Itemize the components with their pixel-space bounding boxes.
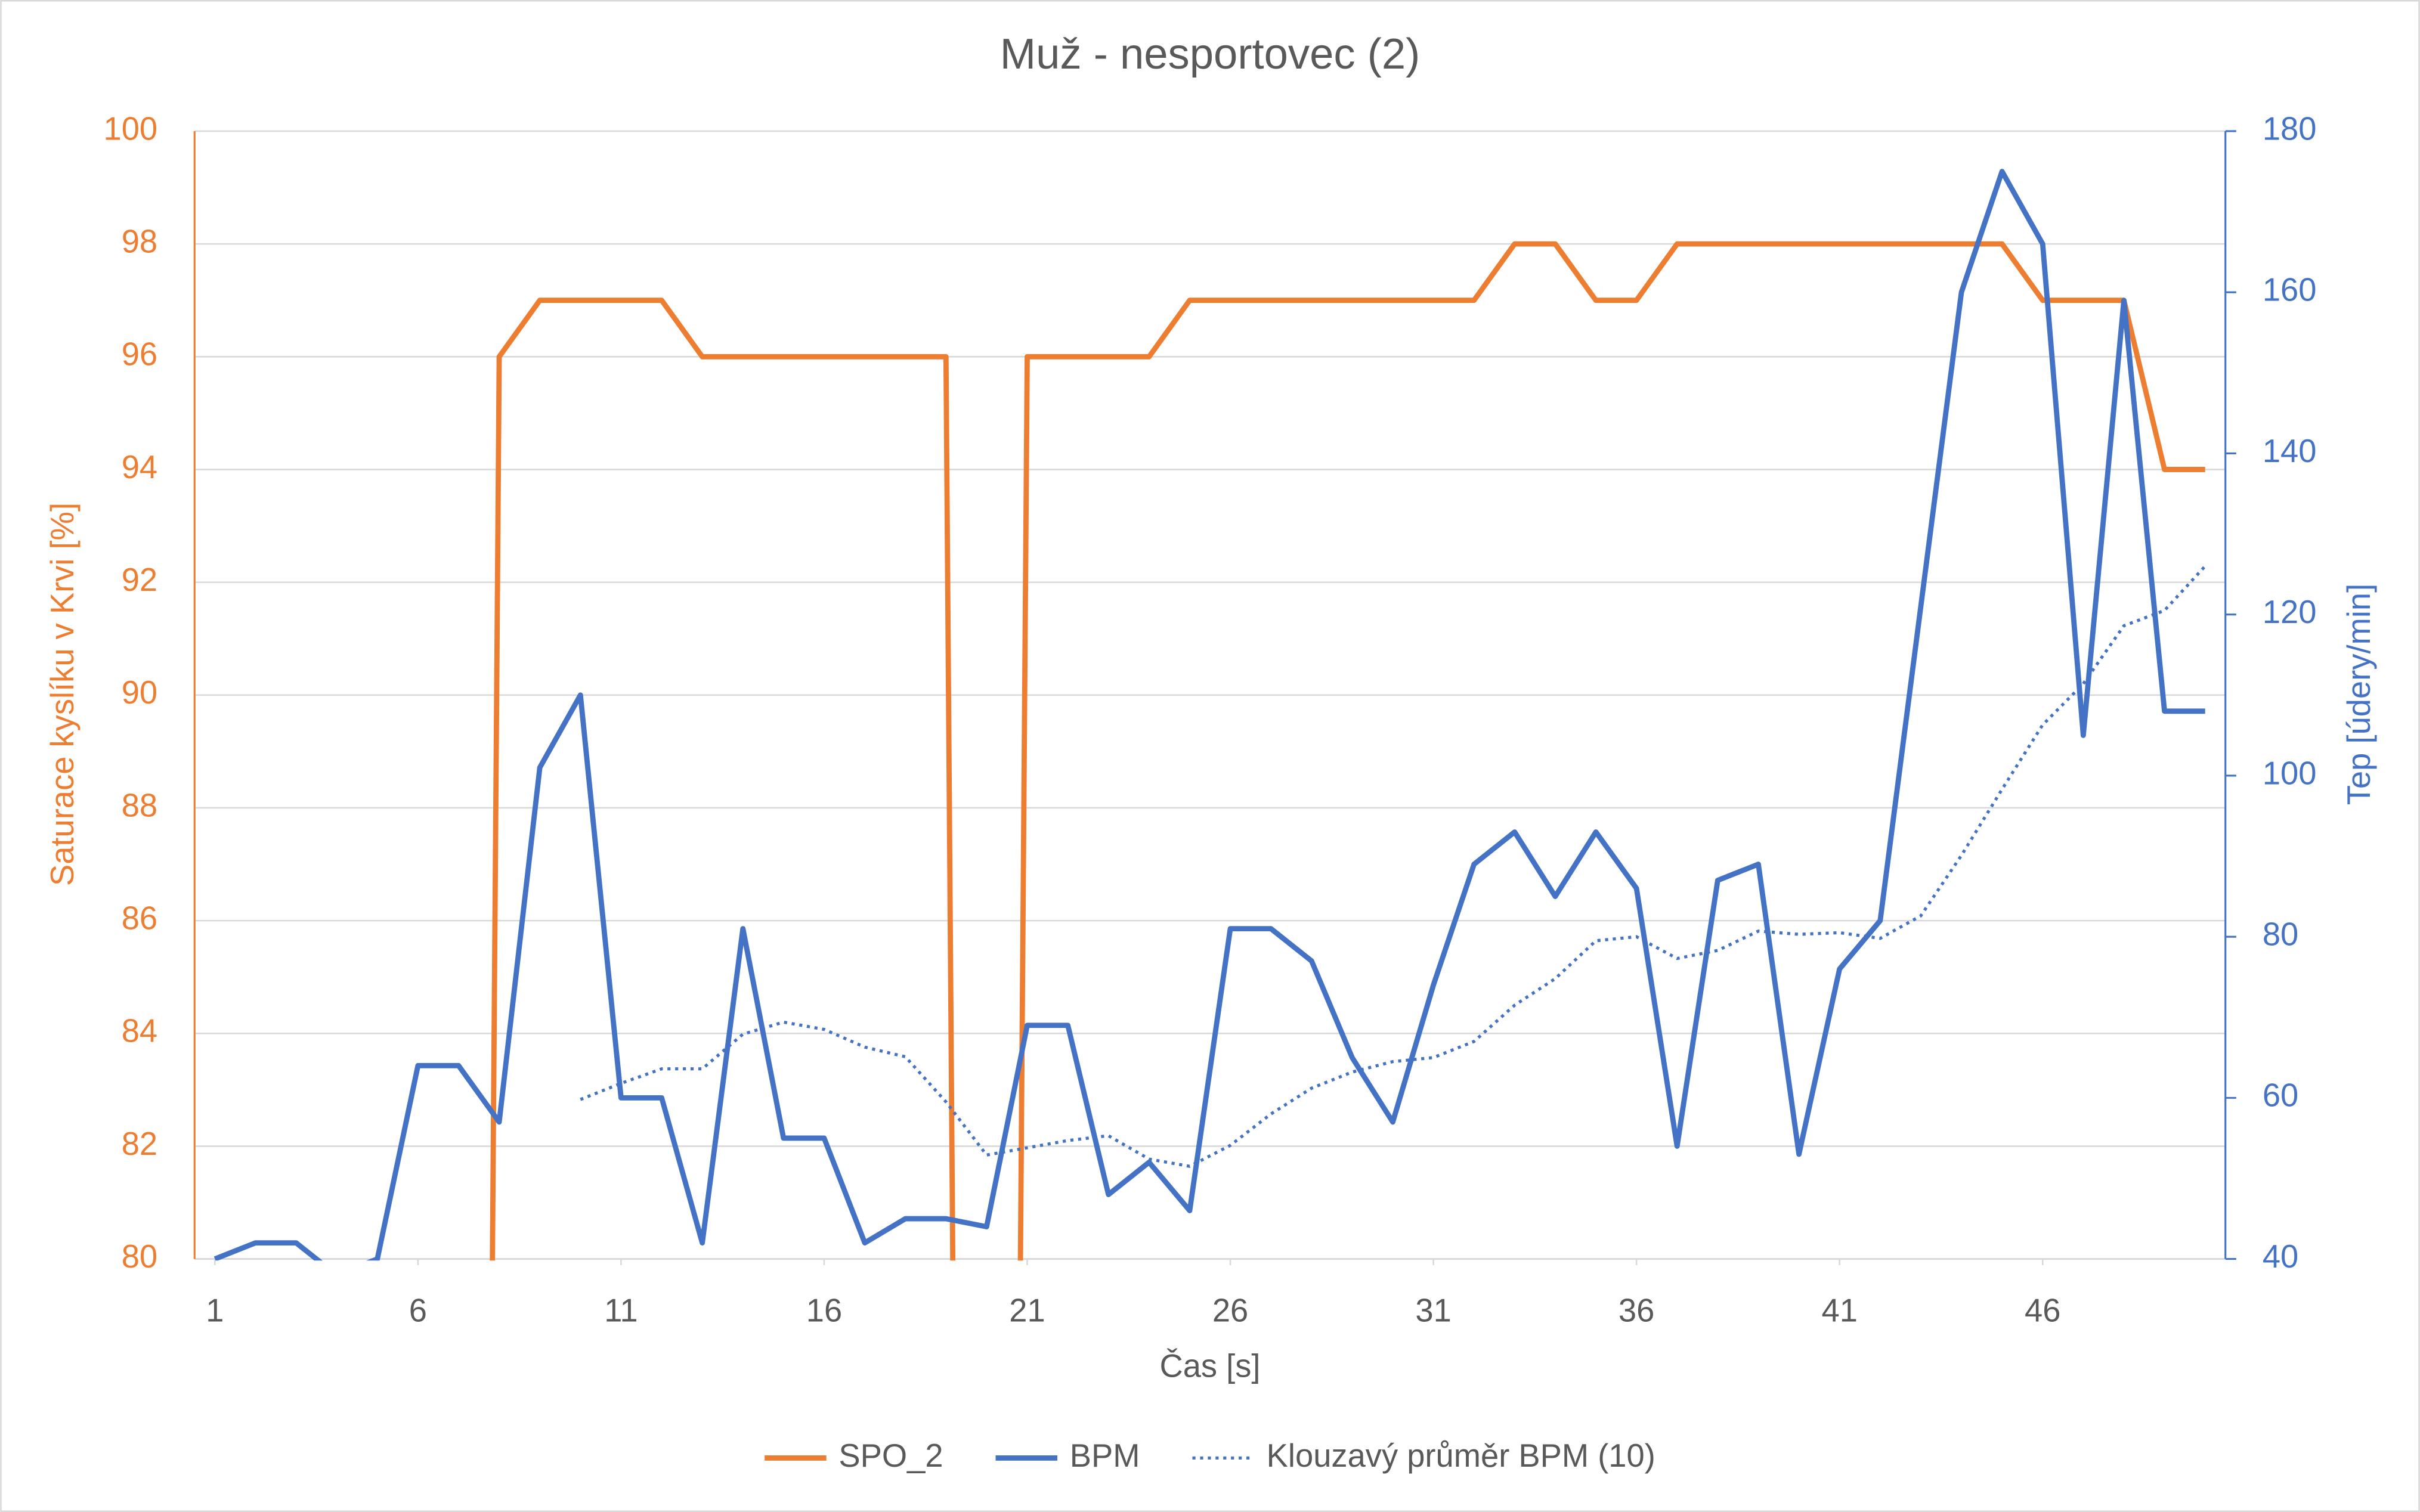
y-tick-label: 98	[122, 223, 157, 259]
x-tick-label: 11	[604, 1293, 638, 1329]
y-tick-label: 90	[122, 674, 157, 711]
y-tick-label: 96	[122, 336, 157, 373]
x-axis-title: Čas [s]	[1159, 1348, 1260, 1384]
legend-label: BPM	[1070, 1437, 1140, 1474]
y2-tick-label: 60	[2263, 1077, 2298, 1114]
x-tick-label: 26	[1212, 1293, 1248, 1329]
x-tick-label: 46	[2025, 1293, 2060, 1329]
y-tick-label: 100	[103, 110, 157, 147]
y2-tick-label: 140	[2263, 433, 2317, 469]
series-line	[490, 241, 2205, 1261]
legend-label: SPO_2	[838, 1437, 943, 1474]
y-tick-label: 86	[122, 900, 157, 936]
y-tick-label: 80	[122, 1238, 157, 1275]
y-tick-label: 88	[122, 787, 157, 823]
y2-tick-label: 160	[2263, 272, 2317, 308]
y2-tick-label: 120	[2263, 594, 2317, 630]
x-tick-label: 16	[806, 1293, 842, 1329]
x-tick-label: 6	[409, 1293, 427, 1329]
x-tick-label: 31	[1415, 1293, 1451, 1329]
y2-tick-label: 40	[2263, 1238, 2298, 1275]
y2-tick-label: 100	[2263, 755, 2317, 791]
series-line	[580, 565, 2207, 1168]
x-tick-label: 1	[206, 1293, 224, 1329]
legend-label: Klouzavý průměr BPM (10)	[1267, 1437, 1655, 1474]
series-line	[213, 169, 2205, 1261]
y-axis-title: Saturace kyslíku v Krvi [%]	[44, 503, 81, 886]
chart-title: Muž - nesportovec (2)	[1000, 30, 1421, 78]
y-tick-label: 92	[122, 562, 157, 598]
x-tick-label: 41	[1821, 1293, 1857, 1329]
y2-tick-label: 80	[2263, 916, 2298, 952]
y-tick-label: 82	[122, 1126, 157, 1162]
y2-axis-title: Tep [údery/min]	[2341, 584, 2377, 805]
x-tick-label: 36	[1619, 1293, 1654, 1329]
y-tick-label: 94	[122, 449, 157, 485]
plot-area	[213, 169, 2207, 1261]
y-tick-label: 84	[122, 1013, 157, 1049]
x-tick-label: 21	[1009, 1293, 1045, 1329]
y2-tick-label: 180	[2263, 110, 2317, 147]
